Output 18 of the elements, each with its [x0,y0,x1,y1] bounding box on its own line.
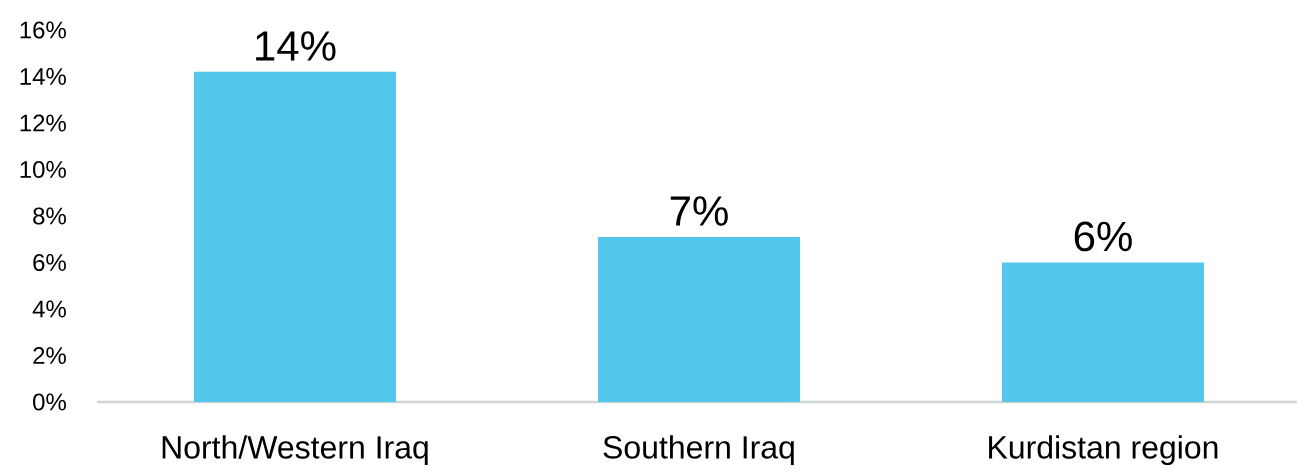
bar [597,236,800,402]
y-tick-label: 4% [32,300,66,318]
data-label: 14% [256,31,336,61]
y-tick-label: 14% [20,68,66,85]
y-tick-label: 12% [20,114,66,132]
bar [193,71,396,402]
y-tick-label: 0% [33,393,66,411]
x-tick-label: Kurdistan region [989,435,1218,466]
bar [1001,262,1204,402]
data-label: 7% [670,196,728,226]
y-tick-label: 8% [33,207,66,225]
y-tick-label: 10% [20,160,66,178]
x-tick-label: Southern Iraq [603,435,794,466]
y-tick-label: 16% [20,21,66,39]
data-label: 6% [1074,221,1132,252]
y-tick-label: 2% [33,347,66,364]
x-tick-label: North/Western Iraq [162,435,428,466]
y-tick-label: 6% [33,254,66,271]
